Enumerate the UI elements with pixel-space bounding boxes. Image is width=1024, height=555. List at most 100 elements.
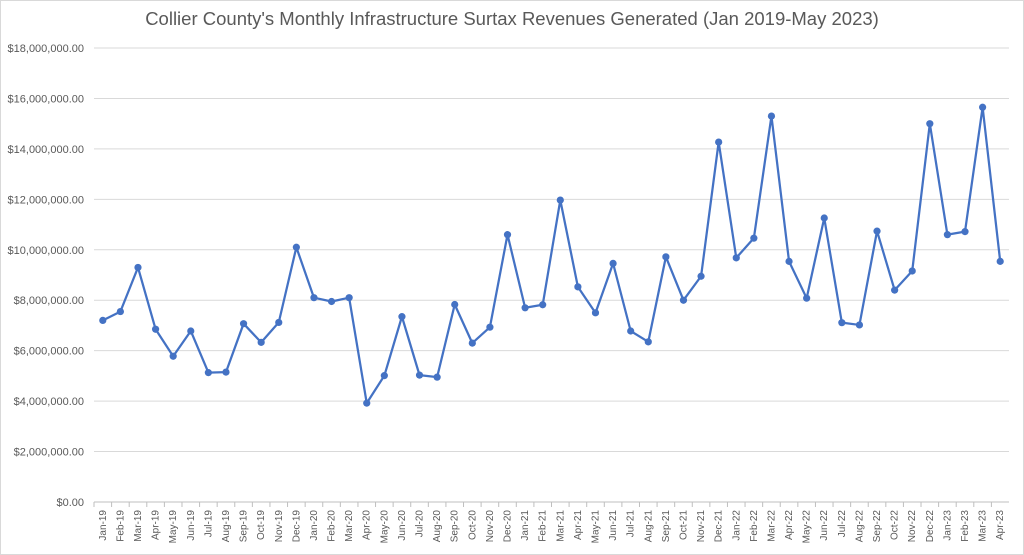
x-tick-label: Jan-23 xyxy=(942,510,953,541)
data-point xyxy=(134,263,142,272)
x-tick-label: Jan-22 xyxy=(731,510,742,541)
x-tick-label: Jun-21 xyxy=(608,510,619,541)
data-point xyxy=(838,319,846,327)
data-point xyxy=(345,294,353,302)
x-tick-label: May-21 xyxy=(590,510,601,544)
x-tick-label: Aug-21 xyxy=(643,510,654,543)
data-point xyxy=(433,373,441,381)
x-tick-label: Jun-22 xyxy=(819,510,830,541)
data-point xyxy=(627,327,635,335)
data-point xyxy=(116,307,124,316)
data-point xyxy=(943,231,952,239)
data-point xyxy=(451,300,459,309)
x-tick-label: Dec-19 xyxy=(291,510,302,543)
x-tick-label: Dec-21 xyxy=(714,510,725,543)
x-tick-label: Sep-22 xyxy=(872,510,883,543)
x-tick-label: Apr-22 xyxy=(784,510,795,540)
data-point xyxy=(151,325,160,333)
data-point xyxy=(169,352,177,360)
x-tick-label: Nov-20 xyxy=(485,510,496,543)
x-tick-label: Feb-23 xyxy=(960,510,971,542)
y-tick-label: $6,000,000.00 xyxy=(14,346,84,358)
data-point xyxy=(820,214,828,222)
x-tick-label: Apr-21 xyxy=(573,510,584,540)
x-tick-label: Apr-23 xyxy=(995,510,1006,540)
data-point xyxy=(996,257,1004,265)
data-point xyxy=(732,254,740,262)
x-tick-label: Feb-22 xyxy=(749,510,760,542)
data-point xyxy=(310,294,318,302)
x-tick-label: Aug-20 xyxy=(432,510,443,543)
x-tick-label: Jan-20 xyxy=(309,510,320,541)
data-point xyxy=(239,320,248,328)
data-point xyxy=(855,321,864,329)
x-tick-label: Apr-20 xyxy=(362,510,373,540)
x-tick-label: May-20 xyxy=(379,510,390,544)
data-point xyxy=(891,286,899,294)
y-tick-label: $10,000,000.00 xyxy=(8,245,84,257)
data-point xyxy=(979,103,987,111)
x-tick-label: Mar-19 xyxy=(133,510,144,542)
x-tick-label: Jun-19 xyxy=(186,510,197,541)
data-point xyxy=(679,296,688,304)
data-point xyxy=(750,234,758,242)
x-tick-label: Aug-19 xyxy=(221,510,232,543)
data-point xyxy=(609,259,617,267)
x-tick-label: Sep-19 xyxy=(239,510,250,543)
x-tick-label: Dec-22 xyxy=(925,510,936,543)
x-tick-label: Jul-21 xyxy=(626,510,637,538)
data-point xyxy=(380,372,388,380)
x-tick-label: Jul-22 xyxy=(837,510,848,538)
data-point xyxy=(222,368,230,376)
x-tick-label: Nov-22 xyxy=(907,510,918,543)
y-tick-label: $2,000,000.00 xyxy=(14,447,84,459)
data-point xyxy=(415,371,424,379)
data-point xyxy=(521,304,529,312)
x-tick-label: Sep-21 xyxy=(661,510,672,543)
data-point xyxy=(591,309,600,317)
data-point xyxy=(99,316,107,324)
data-point xyxy=(785,257,793,265)
data-point xyxy=(715,138,723,146)
data-point xyxy=(292,243,300,251)
data-point xyxy=(961,228,969,236)
x-tick-label: Oct-21 xyxy=(678,510,689,540)
data-point xyxy=(275,318,283,327)
data-point xyxy=(803,294,811,302)
y-tick-label: $16,000,000.00 xyxy=(8,93,84,105)
x-tick-label: Mar-23 xyxy=(978,510,989,542)
x-tick-label: Jul-19 xyxy=(203,510,214,538)
data-point xyxy=(204,369,212,377)
x-tick-label: Oct-22 xyxy=(890,510,901,540)
data-point xyxy=(644,338,652,346)
data-point xyxy=(398,313,406,321)
x-tick-label: Jun-20 xyxy=(397,510,408,541)
x-tick-label: Nov-19 xyxy=(274,510,285,543)
x-tick-label: Aug-22 xyxy=(854,510,865,543)
x-tick-label: Oct-19 xyxy=(256,510,267,540)
data-point xyxy=(257,338,265,346)
x-tick-label: Sep-20 xyxy=(450,510,461,543)
x-tick-label: Jan-21 xyxy=(520,510,531,541)
x-tick-label: Nov-21 xyxy=(696,510,707,543)
x-tick-label: Apr-19 xyxy=(151,510,162,540)
x-tick-label: Feb-21 xyxy=(538,510,549,542)
series-line xyxy=(102,106,1002,405)
data-point xyxy=(327,297,336,306)
x-tick-label: Mar-22 xyxy=(766,510,777,542)
y-tick-label: $14,000,000.00 xyxy=(8,144,84,156)
x-tick-label: Mar-20 xyxy=(344,510,355,542)
y-tick-label: $4,000,000.00 xyxy=(14,396,84,408)
y-tick-label: $8,000,000.00 xyxy=(14,295,84,307)
data-point xyxy=(556,196,564,204)
y-tick-label: $18,000,000.00 xyxy=(8,43,84,55)
data-point xyxy=(503,231,512,239)
data-point xyxy=(363,399,371,407)
x-tick-label: Dec-20 xyxy=(503,510,514,543)
x-tick-label: Feb-20 xyxy=(327,510,338,542)
x-tick-label: Jan-19 xyxy=(98,510,109,541)
data-point xyxy=(697,272,705,280)
data-point xyxy=(486,323,494,331)
